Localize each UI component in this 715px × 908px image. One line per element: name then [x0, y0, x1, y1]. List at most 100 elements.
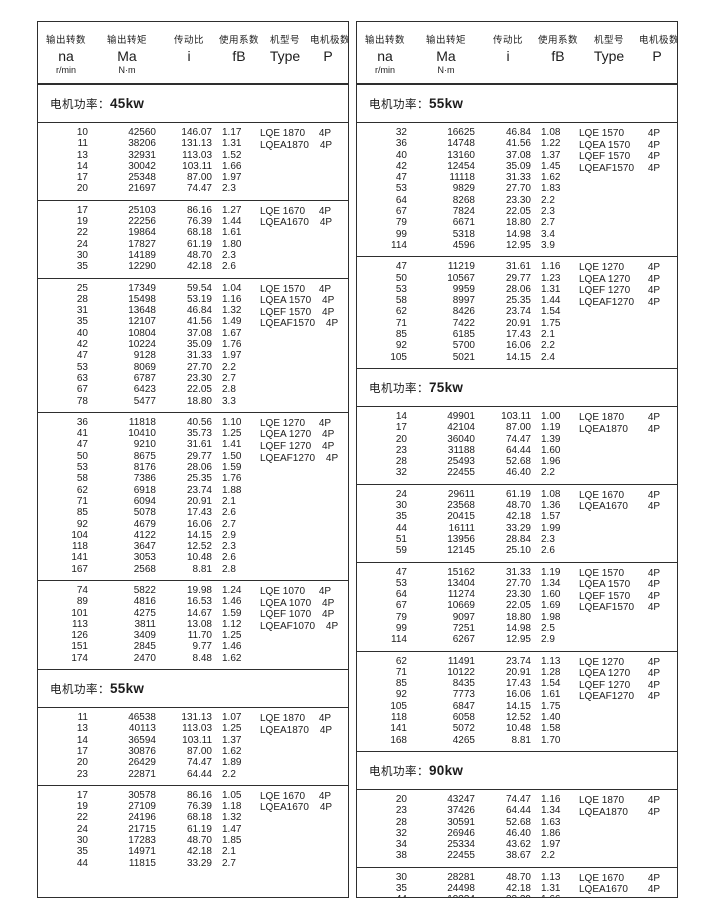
poles-value: 4P: [647, 602, 661, 614]
torque-cell: 11219: [447, 261, 475, 273]
torque-cell: 6918: [133, 484, 156, 496]
torque-cell: 37426: [447, 805, 475, 817]
speed-cell: 30: [395, 871, 407, 883]
torque-cell: 9959: [452, 283, 475, 295]
ratio-block: 62 11491 23.74 1.13 71 10122 20.91 1.28 85 8435 17…: [357, 650, 677, 751]
speed-cell: 24: [76, 238, 88, 250]
speed-cell: 35: [76, 846, 88, 858]
table-row: 64 8268 23.30 2.2: [357, 195, 677, 206]
factor-cell: 2.7: [222, 857, 236, 869]
torque-cell: 11118: [449, 172, 475, 184]
speed-cell: 101: [71, 607, 88, 619]
model-line: LQEAF1570 4P: [579, 163, 671, 175]
torque-cell: 36040: [447, 433, 475, 445]
poles-value: 4P: [647, 668, 661, 680]
speed-cell: 79: [395, 217, 407, 229]
header-symbol: i: [187, 48, 191, 64]
speed-cell: 13: [76, 149, 88, 161]
torque-cell: 14748: [447, 138, 475, 150]
torque-cell: 10122: [447, 666, 475, 678]
model-type: LQEA 1570: [579, 139, 631, 151]
factor-cell: 1.57: [541, 511, 561, 523]
table-row: 59 12145 25.10 2.6: [357, 545, 677, 556]
ratio-cell: 64.44: [505, 444, 531, 456]
torque-cell: 42560: [128, 127, 156, 138]
speed-cell: 118: [391, 712, 407, 724]
factor-cell: 1.16: [541, 793, 561, 805]
factor-cell: 1.62: [541, 172, 561, 184]
power-value: 45kw: [110, 96, 145, 111]
factor-cell: 1.46: [222, 641, 242, 653]
factor-cell: 1.34: [541, 577, 561, 589]
torque-cell: 11274: [447, 589, 475, 601]
factor-cell: 1.58: [541, 723, 561, 735]
torque-cell: 17283: [128, 835, 156, 847]
speed-cell: 141: [71, 552, 88, 564]
ratio-cell: 22.05: [186, 384, 212, 396]
torque-cell: 4596: [452, 239, 475, 251]
ratio-cell: 12.95: [505, 634, 531, 646]
table-row: 85 6185 17.43 2.1: [357, 329, 677, 340]
torque-cell: 11491: [447, 655, 475, 667]
table-row: 71 6094 20.91 2.1: [38, 496, 348, 507]
header-cell-na: 输出转数 na r/min: [357, 34, 413, 76]
table-row: 126 3409 11.70 1.25: [38, 630, 348, 641]
table-row: 19 27109 76.39 1.18: [38, 801, 348, 812]
header-unit: r/min: [375, 65, 395, 75]
poles-value: 4P: [647, 691, 661, 703]
ratio-cell: 17.43: [505, 678, 531, 690]
torque-cell: 6058: [452, 712, 475, 724]
ratio-block: 47 11219 31.61 1.16 50 10567 29.77 1.23 53 9959 28…: [357, 256, 677, 368]
speed-cell: 92: [395, 689, 407, 701]
poles-value: 4P: [647, 285, 661, 297]
table-row: 101 4275 14.67 1.59: [38, 608, 348, 619]
model-type: LQEA 1270: [579, 668, 631, 680]
table-row: 17 42104 87.00 1.19: [357, 422, 677, 433]
table-row: 20 36040 74.47 1.39: [357, 434, 677, 445]
factor-cell: 2.9: [222, 529, 236, 541]
ratio-cell: 27.70: [505, 577, 531, 589]
ratio-cell: 23.30: [505, 194, 531, 206]
model-line: LQEF 1570 4P: [260, 307, 342, 319]
torque-cell: 11818: [128, 416, 156, 428]
header-zh-label: 使用系数: [218, 35, 259, 46]
model-line: LQEA1670 4P: [579, 884, 671, 896]
ratio-cell: 86.16: [186, 204, 212, 216]
model-line: LQEA 1270 4P: [579, 274, 671, 286]
header-zh-label: 输出转矩: [425, 35, 466, 46]
model-line: LQE 1870 4P: [260, 128, 342, 140]
model-type: LQE 1270: [260, 417, 306, 429]
section-title: 电机功率：75kw: [357, 367, 677, 407]
ratio-cell: 103.11: [182, 734, 212, 746]
torque-cell: 46538: [128, 712, 156, 724]
torque-cell: 2568: [133, 563, 156, 575]
header-symbol: Ma: [436, 48, 456, 64]
model-type: LQEA1670: [260, 217, 309, 229]
model-type: LQE 1870: [260, 713, 306, 725]
speed-cell: 151: [71, 641, 88, 653]
speed-cell: 17: [76, 789, 88, 801]
speed-cell: 19: [76, 216, 88, 228]
poles-value: 4P: [647, 411, 661, 423]
torque-cell: 30578: [128, 789, 156, 801]
speed-cell: 63: [76, 372, 88, 384]
torque-cell: 3811: [134, 618, 156, 630]
factor-cell: 1.63: [541, 816, 561, 828]
poles-value: 4P: [319, 724, 333, 736]
ratio-cell: 23.74: [186, 484, 212, 496]
model-line: LQEF 1570 4P: [579, 591, 671, 603]
model-line: LQEF 1070 4P: [260, 609, 342, 621]
model-line: LQEA1670 4P: [260, 217, 342, 229]
model-type: LQEF 1270: [260, 441, 312, 453]
poles-value: 4P: [647, 579, 661, 591]
speed-cell: 20: [76, 757, 88, 769]
ratio-cell: 131.13: [181, 138, 212, 150]
poles-value: 4P: [318, 205, 332, 217]
model-type: LQE 1670: [260, 790, 306, 802]
torque-cell: 21697: [128, 183, 156, 195]
factor-cell: 1.32: [222, 305, 242, 317]
torque-cell: 7422: [452, 317, 475, 329]
torque-cell: 8435: [452, 678, 475, 690]
model-type: LQEAF1570: [579, 162, 635, 174]
speed-cell: 92: [76, 518, 88, 530]
